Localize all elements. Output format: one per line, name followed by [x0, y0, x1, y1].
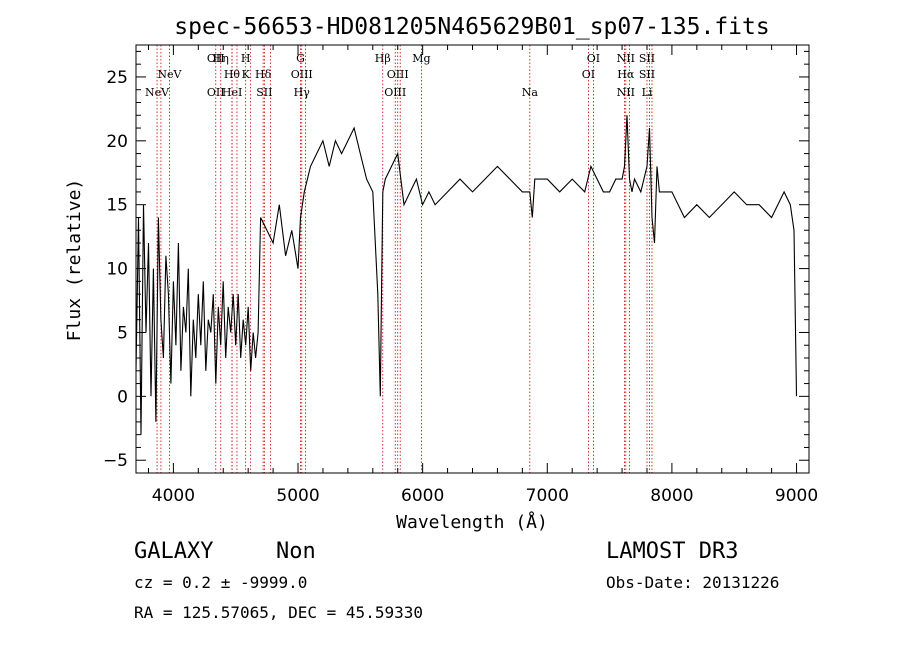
y-tick-label: 10 [106, 260, 128, 280]
survey-name: LAMOST DR3 [606, 539, 738, 564]
line-label: Li [642, 86, 653, 99]
line-label: OI [587, 52, 600, 65]
object-class: GALAXY [134, 539, 213, 564]
spectrum-line [135, 115, 798, 435]
line-label: Hδ [255, 68, 272, 81]
line-label: H [241, 52, 251, 65]
line-label: NII [617, 86, 635, 99]
y-tick-label: 5 [117, 323, 128, 343]
line-label: NeV [157, 68, 182, 81]
y-axis-label: Flux (relative) [64, 179, 85, 342]
y-axis: −5 0 5 10 15 20 25 [103, 50, 809, 471]
x-tick-label: 7000 [526, 486, 569, 506]
emission-line-markers [156, 45, 653, 473]
y-tick-label: 20 [106, 132, 128, 152]
line-label: Mg [412, 52, 430, 65]
line-label: HeI [222, 86, 242, 99]
x-tick-label: 9000 [775, 486, 818, 506]
line-label: K [242, 68, 251, 81]
x-axis-label: Wavelength (Å) [396, 511, 548, 533]
line-label: G [296, 52, 305, 65]
x-tick-label: 6000 [401, 486, 444, 506]
object-subclass: Non [276, 539, 316, 564]
line-label: SII [256, 86, 272, 99]
line-label: NII [617, 52, 635, 65]
line-label: OII [207, 86, 225, 99]
line-label: Hγ [294, 86, 311, 99]
line-label: Hα [617, 68, 635, 81]
line-label: Hβ [375, 52, 391, 65]
x-axis: 4000 5000 6000 7000 8000 9000 [147, 45, 818, 506]
line-label: Na [522, 86, 539, 99]
line-label: OII [207, 52, 225, 65]
line-label: OIII [384, 86, 406, 99]
x-tick-label: 5000 [276, 486, 319, 506]
line-label: Hθ [224, 68, 241, 81]
coordinates: RA = 125.57065, DEC = 45.59330 [134, 603, 423, 622]
x-tick-label: 4000 [152, 486, 195, 506]
line-label: SII [639, 68, 655, 81]
y-tick-label: −5 [103, 451, 128, 471]
chart-title: spec-56653-HD081205N465629B01_sp07-135.f… [174, 14, 769, 40]
line-label: OI [582, 68, 595, 81]
line-label: OIII [291, 68, 313, 81]
observation-date: Obs-Date: 20131226 [606, 573, 779, 592]
line-label: NeV [145, 86, 170, 99]
y-tick-label: 15 [106, 196, 128, 216]
line-label: OIII [387, 68, 409, 81]
y-tick-label: 25 [106, 68, 128, 88]
x-tick-label: 8000 [650, 486, 693, 506]
line-label: Hη [213, 52, 229, 65]
line-label: SII [639, 52, 655, 65]
redshift-value: cz = 0.2 ± -9999.0 [134, 573, 307, 592]
y-tick-label: 0 [117, 387, 128, 407]
